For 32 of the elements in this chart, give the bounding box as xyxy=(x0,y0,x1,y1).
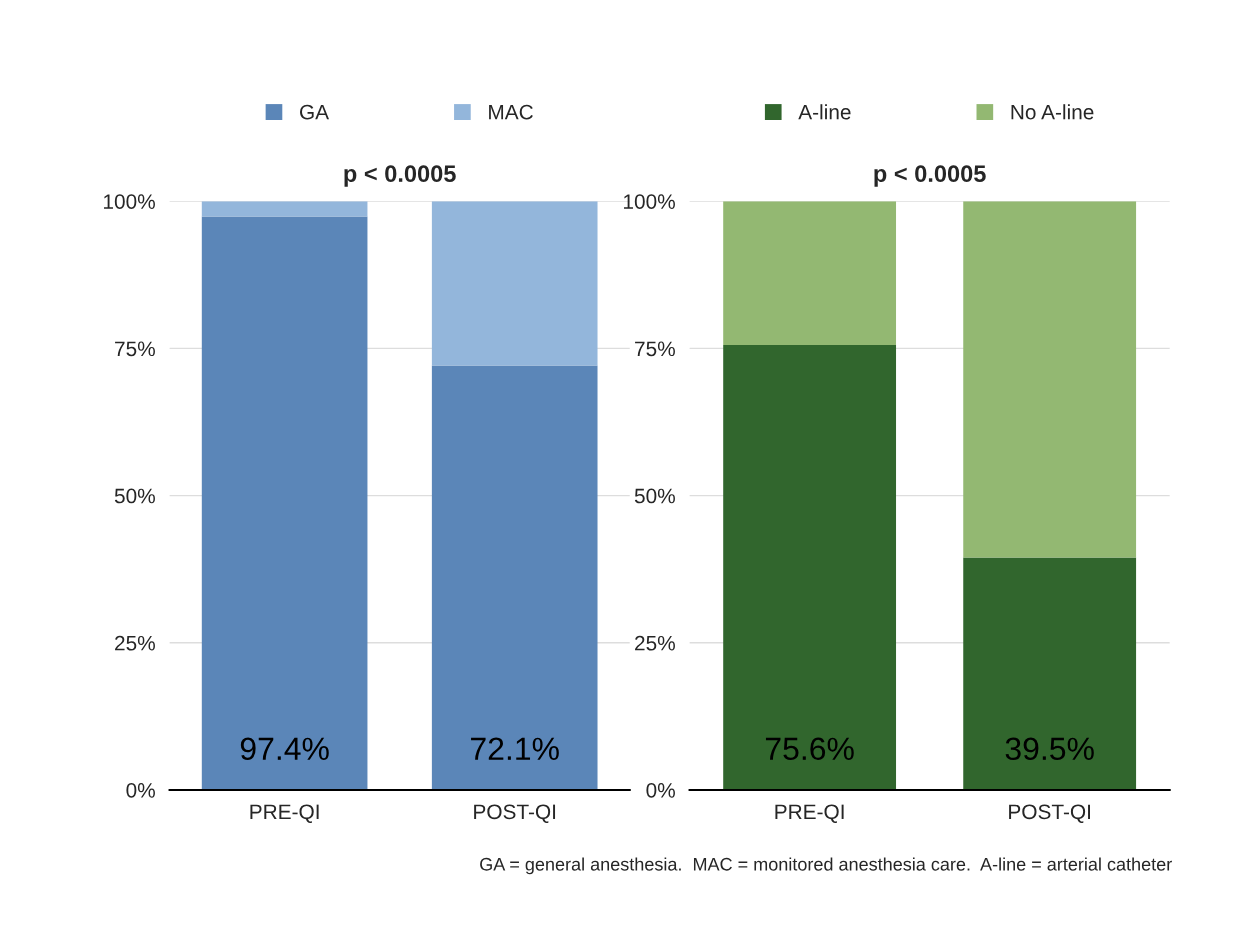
bar xyxy=(431,201,598,366)
data-label: 97.4% xyxy=(240,737,329,761)
bar xyxy=(723,344,897,790)
legend-label: MAC xyxy=(489,104,533,120)
data-label: 72.1% xyxy=(471,737,559,760)
y-tick-label: 0% xyxy=(646,782,675,798)
x-tick-label: POST-QI xyxy=(1009,804,1090,823)
y-tick-label: 0% xyxy=(126,782,155,798)
bar xyxy=(963,201,1137,558)
y-tick-label: 50% xyxy=(114,488,155,504)
bar xyxy=(201,201,368,217)
bar xyxy=(431,365,598,790)
x-tick-label: POST-QI xyxy=(474,804,556,823)
chart-title: p < 0.0005 xyxy=(874,165,986,187)
y-tick-label: 100% xyxy=(624,194,675,209)
bar xyxy=(723,201,897,345)
legend-label: GA xyxy=(300,104,330,120)
y-tick-label: 75% xyxy=(635,341,675,357)
y-tick-label: 100% xyxy=(104,194,155,209)
legend-label: No A-line xyxy=(1011,104,1094,120)
data-label: 75.6% xyxy=(765,737,854,761)
legend-label: A-line xyxy=(798,104,851,120)
y-tick-label: 75% xyxy=(115,341,155,357)
data-label: 39.5% xyxy=(1005,737,1094,761)
x-tick-label: PRE-QI xyxy=(250,804,319,823)
x-tick-label: PRE-QI xyxy=(775,804,844,823)
bar xyxy=(963,557,1137,790)
text: GA = general anesthesia. MAC = monitored anesthesia care. A-line = arterial catheter xyxy=(480,857,1172,875)
y-tick-label: 25% xyxy=(635,635,675,651)
chart-title: p < 0.0005 xyxy=(344,165,456,187)
y-tick-label: 25% xyxy=(115,635,155,651)
y-tick-label: 50% xyxy=(634,488,675,504)
